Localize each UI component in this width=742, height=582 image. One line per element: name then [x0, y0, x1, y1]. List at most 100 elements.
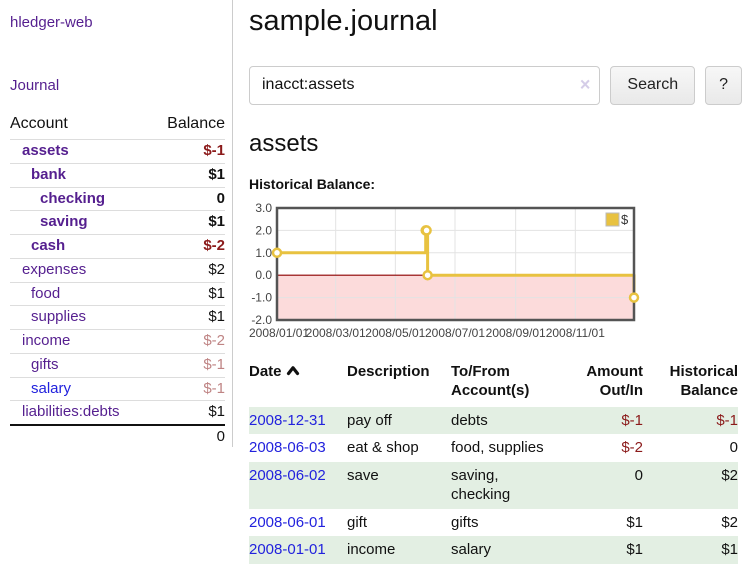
accounts-total-spacer — [10, 424, 151, 449]
svg-text:-2.0: -2.0 — [251, 313, 272, 327]
search-input-wrap: × — [249, 65, 601, 105]
transaction-amount: 0 — [566, 461, 651, 509]
transaction-row: 2008-06-03 eat & shop food, supplies $-2 0 — [249, 434, 738, 462]
account-name-cell: assets — [10, 139, 151, 164]
transaction-description: eat & shop — [347, 439, 419, 457]
transaction-accounts: salary — [451, 536, 566, 564]
search-bar: × Search ? — [249, 65, 742, 105]
sidebar-account-link[interactable]: bank — [31, 165, 67, 183]
svg-text:2008/11/01: 2008/11/01 — [546, 326, 605, 340]
sidebar-account-link[interactable]: checking — [40, 189, 106, 207]
svg-text:-1.0: -1.0 — [251, 290, 272, 304]
svg-text:2008/07/01: 2008/07/01 — [425, 326, 485, 340]
account-name-cell: cash — [10, 234, 151, 259]
register-col-header: Historical Balance — [669, 362, 738, 400]
account-row: income $-2 — [10, 329, 225, 354]
page-title: sample.journal — [249, 5, 438, 37]
transaction-date-link[interactable]: 2008-06-02 — [249, 466, 326, 484]
transaction-balance: $-1 — [651, 406, 738, 435]
transaction-row: 2008-06-01 gift gifts $1 $2 — [249, 509, 738, 537]
accounts-total-value: 0 — [150, 424, 225, 449]
transaction-accounts: debts — [451, 406, 566, 435]
sidebar-account-link[interactable]: liabilities:debts — [22, 403, 120, 421]
transaction-date-cell: 2008-01-01 — [249, 536, 347, 564]
transaction-row: 2008-01-01 income salary $1 $1 — [249, 536, 738, 564]
account-balance: 0 — [150, 186, 225, 211]
sidebar-account-link[interactable]: saving — [40, 213, 88, 231]
transaction-description: income — [347, 536, 451, 564]
transaction-date-link[interactable]: 2008-01-01 — [249, 541, 326, 559]
account-row: gifts $-1 — [10, 352, 225, 377]
account-balance: $1 — [150, 281, 225, 306]
transaction-date-link[interactable]: 2008-06-03 — [249, 439, 326, 457]
transaction-date-cell: 2008-06-01 — [249, 509, 347, 537]
register-table: Date Description To/From Account(s) Amount Ou… — [249, 362, 738, 564]
balance-column-header: Balance — [167, 115, 225, 132]
app-title-link[interactable]: hledger-web — [10, 14, 93, 31]
transaction-accounts: gifts — [451, 513, 479, 531]
sidebar-item-journal[interactable]: Journal — [10, 77, 60, 94]
register-col-header: Description — [347, 362, 430, 380]
sidebar-account-link[interactable]: assets — [22, 142, 69, 159]
account-name-cell: liabilities:debts — [10, 400, 151, 425]
accounts-table: Account Balance assets $-1 bank $1 checking 0… — [10, 113, 225, 449]
account-balance: $-1 — [150, 352, 225, 377]
transaction-amount: $-1 — [566, 406, 651, 435]
search-help-button[interactable]: ? — [705, 65, 742, 105]
accounts-table-header: Account Balance — [10, 113, 225, 140]
account-name-cell: checking — [10, 186, 151, 211]
sidebar-account-link[interactable]: supplies — [31, 308, 87, 326]
transaction-balance: $1 — [651, 536, 738, 564]
sidebar-account-link[interactable]: cash — [31, 237, 66, 254]
account-page-title: assets — [249, 129, 319, 157]
accounts-table-body: assets $-1 bank $1 checking 0 saving $1 cash $-2 e… — [10, 139, 225, 425]
transaction-amount: $1 — [566, 536, 651, 564]
transaction-row: 2008-06-02 save saving, checking 0 $2 — [249, 461, 738, 509]
transaction-row: 2008-12-31 pay off debts $-1 $-1 — [249, 406, 738, 435]
account-name-cell: supplies — [10, 305, 151, 330]
sidebar-account-link[interactable]: food — [31, 284, 61, 302]
transaction-balance: $2 — [651, 461, 738, 509]
transaction-amount: $1 — [626, 513, 643, 531]
account-row: bank $1 — [10, 162, 225, 187]
transaction-date-link[interactable]: 2008-12-31 — [249, 411, 326, 429]
register-header-row: Date Description To/From Account(s) Amount Ou… — [249, 362, 738, 407]
svg-text:1.0: 1.0 — [255, 245, 272, 259]
chart-canvas: $3.0 2.0 1.0 0.0 -1.0 -2.02008/01/012008/03/0… — [249, 203, 640, 340]
sidebar-account-link[interactable]: gifts — [31, 355, 59, 373]
account-balance: $2 — [150, 257, 225, 282]
historical-balance-chart: $3.0 2.0 1.0 0.0 -1.0 -2.0 2008/01/01 2008/03/0… — [249, 203, 742, 345]
register-table-body: 2008-12-31 pay off debts $-1 $-1 2008-06-03 ea… — [249, 406, 738, 564]
search-input[interactable] — [249, 65, 601, 105]
main-content: sample.journal × Search ? assets Histori… — [233, 0, 742, 564]
accounts-total-row: 0 — [10, 424, 225, 449]
transaction-description: pay off — [347, 406, 451, 435]
account-name-cell: saving — [10, 210, 151, 235]
account-row: liabilities:debts $1 — [10, 400, 225, 425]
page: hledger-web Journal Account Balance asse… — [10, 0, 742, 564]
transaction-date-link[interactable]: 2008-06-01 — [249, 513, 326, 531]
account-balance: $-1 — [150, 376, 225, 401]
svg-text:0.0: 0.0 — [255, 268, 272, 282]
svg-text:2008/01/01: 2008/01/01 — [249, 326, 309, 340]
svg-text:$: $ — [621, 212, 629, 227]
account-row: cash $-2 — [10, 234, 225, 259]
account-balance: $-2 — [150, 329, 225, 354]
sidebar-account-link[interactable]: expenses — [22, 260, 87, 278]
account-name-cell: salary — [10, 376, 151, 401]
sidebar-account-link[interactable]: income — [22, 332, 71, 349]
sidebar-account-link[interactable]: salary — [31, 379, 72, 397]
register-col-header[interactable]: Date — [249, 362, 347, 407]
svg-text:2008/03/01: 2008/03/01 — [306, 326, 366, 340]
register-col-header: Amount Out/In — [586, 362, 643, 400]
account-name-cell: bank — [10, 162, 151, 187]
clear-search-icon[interactable]: × — [579, 74, 591, 95]
transaction-description: gift — [347, 513, 368, 531]
search-button[interactable]: Search — [610, 65, 696, 105]
transaction-description: save — [347, 461, 451, 509]
account-balance: $-1 — [150, 139, 225, 164]
register-col-header: To/From Account(s) — [451, 362, 530, 400]
transaction-amount: $-2 — [621, 439, 643, 457]
transaction-balance: 0 — [729, 439, 738, 457]
transaction-date-cell: 2008-06-03 — [249, 434, 347, 462]
